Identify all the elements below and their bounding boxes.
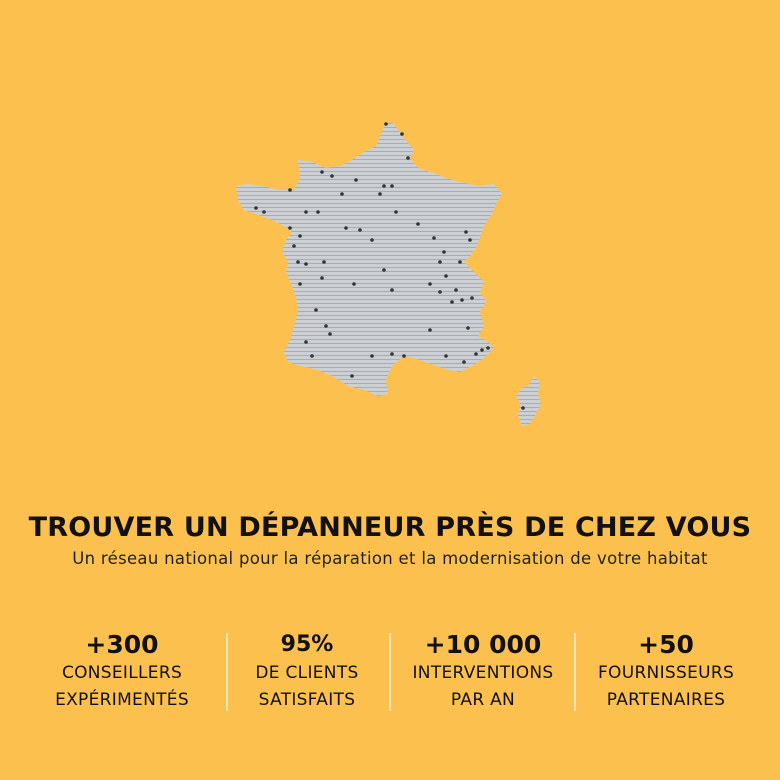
location-dot	[328, 332, 332, 336]
location-dot	[438, 260, 442, 264]
stat-clients: 95% DE CLIENTS SATISFAITS	[212, 630, 402, 714]
subline: Un réseau national pour la réparation et…	[72, 549, 708, 568]
location-dot	[304, 340, 308, 344]
location-dot	[378, 192, 382, 196]
stat-label-line1: INTERVENTIONS	[412, 663, 554, 683]
location-dot	[320, 170, 324, 174]
location-dot	[316, 210, 320, 214]
location-dot	[402, 354, 406, 358]
stat-divider	[574, 633, 576, 711]
stat-value: +10 000	[424, 630, 542, 659]
stat-divider	[226, 633, 228, 711]
location-dot	[480, 348, 484, 352]
location-dot	[324, 324, 328, 328]
location-dot	[304, 262, 308, 266]
stat-interventions: +10 000 INTERVENTIONS PAR AN	[388, 630, 578, 714]
location-dot	[466, 326, 470, 330]
stat-value: 95%	[280, 632, 334, 657]
location-dot	[390, 288, 394, 292]
location-dot	[320, 276, 324, 280]
location-dot	[416, 222, 420, 226]
location-dot	[382, 268, 386, 272]
location-dot	[486, 346, 490, 350]
france-map	[236, 122, 541, 426]
location-dot	[382, 184, 386, 188]
location-dot	[322, 260, 326, 264]
stats-row: +300 CONSEILLERS EXPÉRIMENTÉS 95% DE CLI…	[0, 630, 780, 730]
location-dot	[340, 192, 344, 196]
location-dot	[442, 250, 446, 254]
location-dot	[462, 360, 466, 364]
location-dot	[458, 260, 462, 264]
stat-label-line2: PAR AN	[450, 690, 516, 710]
location-dot	[370, 354, 374, 358]
stat-label-line2: SATISFAITS	[258, 690, 356, 710]
location-dot	[394, 210, 398, 214]
headline: TROUVER UN DÉPANNEUR PRÈS DE CHEZ VOUS	[28, 512, 752, 543]
location-dot	[460, 298, 464, 302]
stat-value: +300	[85, 630, 159, 659]
stat-divider	[389, 633, 391, 711]
location-dot	[384, 122, 388, 126]
location-dot	[432, 236, 436, 240]
location-dot	[390, 184, 394, 188]
location-dot	[521, 406, 525, 410]
stat-label-line1: CONSEILLERS	[61, 663, 183, 683]
location-dot	[444, 354, 448, 358]
location-dot	[292, 244, 296, 248]
location-dot	[454, 288, 458, 292]
stat-label-line2: PARTENAIRES	[606, 690, 726, 710]
location-dot	[254, 206, 258, 210]
location-dot	[288, 188, 292, 192]
location-dots	[254, 122, 525, 410]
location-dot	[354, 178, 358, 182]
france-map-icon	[236, 122, 541, 426]
location-dot	[450, 300, 454, 304]
location-dot	[344, 226, 348, 230]
location-dot	[262, 210, 266, 214]
corsica-shape	[516, 376, 541, 426]
location-dot	[330, 174, 334, 178]
mainland-france-shape	[236, 122, 502, 396]
location-dot	[352, 282, 356, 286]
location-dot	[428, 282, 432, 286]
location-dot	[370, 238, 374, 242]
stat-conseillers: +300 CONSEILLERS EXPÉRIMENTÉS	[27, 630, 217, 714]
stat-label-line2: EXPÉRIMENTÉS	[55, 690, 189, 710]
stat-fournisseurs: +50 FOURNISSEURS PARTENAIRES	[571, 630, 761, 714]
location-dot	[298, 234, 302, 238]
location-dot	[350, 374, 354, 378]
location-dot	[298, 282, 302, 286]
stat-value: +50	[638, 630, 694, 659]
location-dot	[406, 156, 410, 160]
location-dot	[314, 308, 318, 312]
location-dot	[288, 226, 292, 230]
location-dot	[474, 352, 478, 356]
location-dot	[310, 354, 314, 358]
stat-label-line1: FOURNISSEURS	[597, 663, 735, 683]
location-dot	[296, 260, 300, 264]
location-dot	[390, 352, 394, 356]
location-dot	[438, 290, 442, 294]
location-dot	[428, 328, 432, 332]
location-dot	[304, 210, 308, 214]
location-dot	[358, 228, 362, 232]
location-dot	[400, 132, 404, 136]
location-dot	[464, 230, 468, 234]
location-dot	[468, 238, 472, 242]
stat-label-line1: DE CLIENTS	[255, 663, 359, 683]
location-dot	[470, 296, 474, 300]
location-dot	[444, 274, 448, 278]
